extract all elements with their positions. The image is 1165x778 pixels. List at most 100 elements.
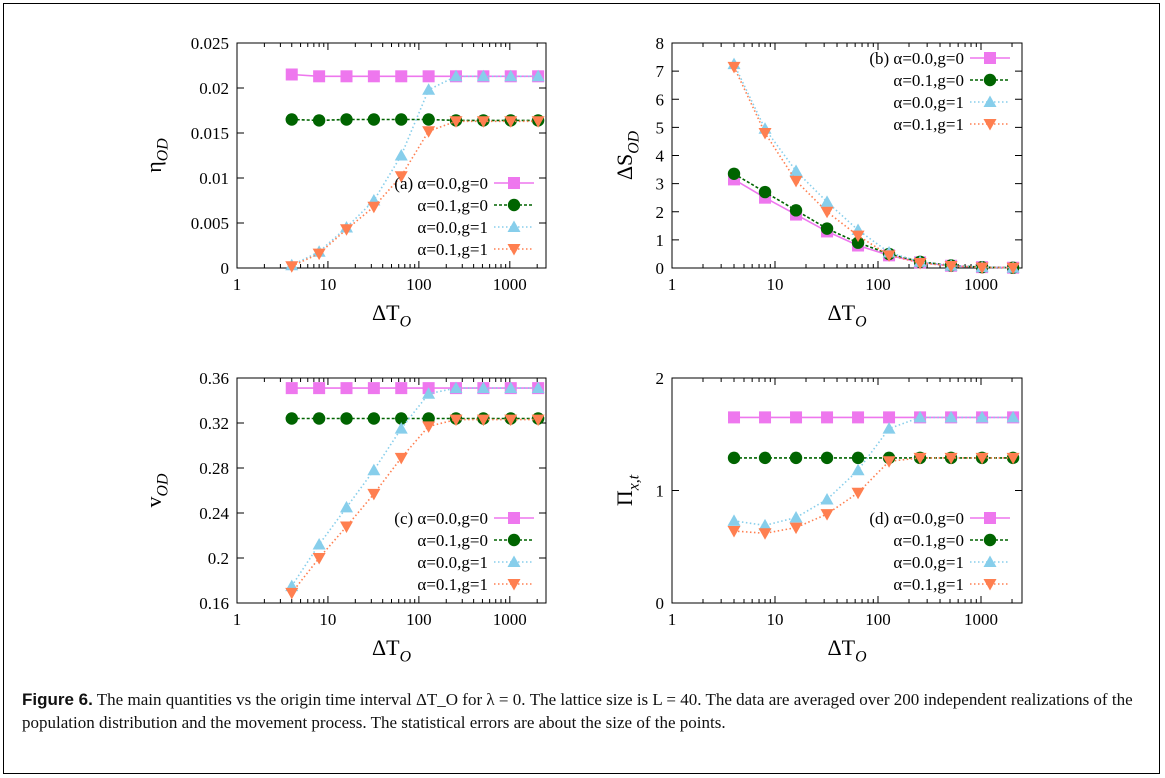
data-point — [531, 116, 545, 128]
y-tick-label: 5 — [656, 118, 665, 137]
legend-marker — [507, 244, 521, 256]
x-tick-label: 100 — [406, 610, 432, 629]
data-point — [820, 222, 834, 235]
data-point — [394, 149, 408, 161]
legend-marker — [508, 512, 520, 524]
data-point — [367, 70, 380, 83]
data-point — [422, 83, 436, 95]
figure-caption: Figure 6. The main quantities vs the ori… — [22, 688, 1142, 734]
data-point — [340, 382, 353, 395]
legend-marker — [983, 119, 997, 131]
x-tick-label: 1 — [668, 610, 677, 629]
legend-entry-label: α=0.0,g=1 — [893, 553, 964, 572]
panel-c: 1 10 100 1000 0.16 0.2 0.24 0.28 0.32 0.36 ΔTO vOD (… — [141, 369, 547, 666]
legend-marker — [983, 533, 997, 547]
data-point — [851, 236, 865, 249]
legend: (b) α=0.0,g=0 α=0.1,g=0 α=0.0,g=1 α=0.1,g=1 — [869, 49, 1010, 134]
data-point — [882, 456, 896, 468]
data-point — [727, 514, 741, 526]
series-line-4 — [733, 457, 1014, 535]
data-point — [449, 381, 463, 394]
data-point — [975, 452, 989, 465]
data-point — [367, 412, 381, 425]
data-point — [449, 116, 463, 128]
x-tick-label: 1000 — [964, 275, 998, 294]
data-point — [476, 116, 490, 128]
data-point — [789, 175, 803, 188]
legend: (d) α=0.0,g=0 α=0.1,g=0 α=0.0,g=1 α=0.1,g=1 — [869, 509, 1010, 594]
legend-entry-label: (b) α=0.0,g=0 — [869, 49, 964, 68]
data-point — [313, 70, 326, 83]
data-point — [789, 164, 803, 176]
data-point — [340, 412, 353, 425]
axes-frame — [671, 377, 1023, 604]
series-line-4 — [733, 66, 1014, 269]
y-tick-label: 0.24 — [199, 504, 229, 523]
legend-entry-label: α=0.1,g=0 — [417, 196, 488, 215]
data-point — [851, 230, 865, 243]
data-point — [758, 451, 772, 465]
legend-marker — [507, 579, 521, 591]
legend-entry-label: (d) α=0.0,g=0 — [869, 509, 964, 528]
data-point — [367, 201, 381, 214]
legend-entry-label: α=0.1,g=1 — [417, 575, 488, 594]
x-tick-label: 1000 — [964, 610, 998, 629]
data-point — [882, 422, 896, 434]
y-axis-label: vOD — [141, 473, 172, 507]
caption-text: The main quantities vs the origin time i… — [22, 690, 1133, 732]
data-point — [727, 526, 741, 538]
data-point — [1006, 262, 1020, 275]
y-tick-label: 1 — [656, 231, 665, 250]
legend-marker — [983, 555, 997, 567]
data-point — [531, 69, 545, 82]
legend: (a) α=0.0,g=0 α=0.1,g=0 α=0.0,g=1 α=0.1,g=1 — [394, 174, 534, 259]
x-tick-label: 1000 — [493, 275, 527, 294]
data-point — [285, 382, 298, 395]
data-point — [913, 410, 927, 423]
data-point — [285, 587, 299, 600]
data-point — [394, 422, 408, 434]
data-point — [758, 528, 772, 540]
legend-marker — [507, 198, 521, 212]
data-point — [504, 414, 518, 427]
data-point — [422, 126, 436, 138]
legend-marker — [983, 579, 997, 591]
data-point — [449, 69, 463, 82]
data-point — [882, 250, 896, 262]
legend-marker — [507, 555, 521, 567]
data-point — [395, 382, 408, 395]
y-tick-label: 0.005 — [191, 214, 229, 233]
legend-entry-label: α=0.1,g=0 — [893, 71, 964, 90]
legend-marker — [984, 512, 996, 524]
data-point — [789, 204, 803, 217]
data-point — [367, 488, 381, 501]
x-tick-label: 1 — [233, 610, 242, 629]
data-point — [339, 500, 353, 513]
legend-marker — [984, 52, 996, 64]
y-tick-label: 3 — [656, 175, 665, 194]
data-point — [339, 224, 353, 236]
series-line-3 — [733, 63, 1014, 269]
data-point — [883, 411, 896, 424]
y-tick-label: 0.36 — [199, 369, 229, 388]
data-point — [821, 411, 834, 424]
y-tick-label: 0.16 — [199, 594, 229, 613]
data-point — [790, 411, 803, 424]
data-point — [975, 262, 989, 274]
x-tick-label: 100 — [865, 610, 891, 629]
data-point — [285, 113, 298, 126]
data-point — [820, 451, 834, 465]
data-point — [851, 463, 865, 476]
data-point — [851, 487, 865, 500]
data-point — [789, 451, 803, 465]
data-point — [422, 387, 436, 399]
figure-plots: 1 10 100 100000.0050.010.0150.020.025ΔTOηOD… — [141, 34, 1023, 666]
legend-entry-label: α=0.0,g=1 — [893, 93, 964, 112]
y-tick-label: 2 — [656, 369, 665, 388]
x-axis-label: ΔTO — [827, 635, 867, 666]
legend-entry-label: α=0.1,g=1 — [893, 115, 964, 134]
caption-label: Figure 6. — [22, 690, 93, 709]
panel-a: 1 10 100 1000 0 0.005 0.01 0.015 0.02 0.025 ΔTO ηOD… — [141, 34, 547, 331]
data-point — [851, 451, 865, 465]
